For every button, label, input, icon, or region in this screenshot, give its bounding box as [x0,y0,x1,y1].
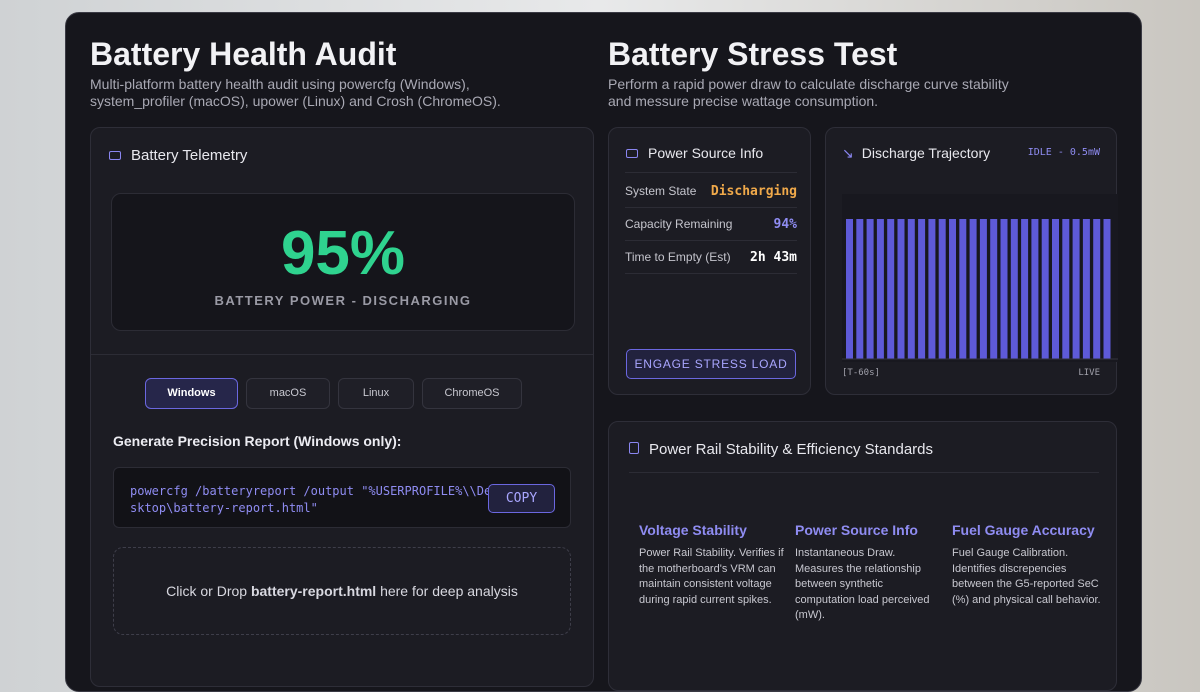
standard-column: Power Source Info Instantaneous Draw. Mea… [795,522,945,624]
info-row: Time to Empty (Est) 2h 43m [625,241,797,274]
divider [625,172,797,173]
os-tab[interactable]: Linux [338,378,414,409]
standards-card: Power Rail Stability & Efficiency Standa… [608,421,1117,691]
discharge-chart [842,194,1118,362]
bar [918,219,926,359]
standard-body: Fuel Gauge Calibration. Identifies discr… [952,547,1101,606]
bar [1052,219,1059,359]
page-title: Battery Stress Test [608,36,898,72]
standard-body: Instantaneous Draw. Measures the relatio… [795,547,930,621]
bar [938,219,946,359]
subtitle-line: system_profiler (macOS), upower (Linux) … [90,93,501,109]
drop-file: battery-report.html [250,583,377,599]
standard-heading: Power Source Info [795,522,918,538]
bar [856,219,864,359]
bar [1093,219,1101,359]
row-value: Discharging [710,184,797,199]
standard-heading: Voltage Stability [639,522,747,538]
subtitle-line: Multi-platform battery health audit usin… [90,76,470,92]
bars [846,219,1111,359]
card-title-text: Battery Telemetry [131,147,248,164]
divider [629,472,1099,473]
bar [1010,219,1018,359]
os-tab[interactable]: macOS [246,378,330,409]
bar [1041,219,1049,359]
battery-display: 95% BATTERY POWER - DISCHARGING [111,193,575,331]
bar [969,219,977,359]
discharge-card: ↘ Discharge Trajectory IDLE - 0.5mW [T-60… [825,127,1118,395]
command-box: powercfg /batteryreport /output "%USERPR… [113,467,571,528]
standard-body: Power Rail Stability. Verifies if the mo… [639,547,784,606]
bar [928,219,936,359]
command-line: sktop\battery-report.html" [130,501,318,515]
standard-heading: Fuel Gauge Accuracy [952,522,1095,538]
bar [846,219,853,359]
bar [949,219,956,359]
x-start: [T-60s] [842,368,880,378]
card-title-text: Power Rail Stability & Efficiency Standa… [649,441,934,458]
row-label: Time to Empty (Est) [625,250,731,264]
row-value: 94% [773,217,797,232]
subtitle-line: Perform a rapid power draw to calculate … [608,76,1009,92]
card-title: Power Source Info [626,145,763,161]
row-value: 2h 43m [750,250,797,265]
battery-percent: 95% [280,219,406,288]
discharge-status: IDLE - 0.5mW [1027,147,1100,158]
telemetry-card: Battery Telemetry 95% BATTERY POWER - DI… [90,127,594,687]
os-tab[interactable]: Windows [145,378,238,409]
subtitle: Multi-platform battery health audit usin… [90,76,501,110]
drop-zone[interactable]: Click or Drop battery-report.html here f… [113,547,571,635]
battery-status: BATTERY POWER - DISCHARGING [214,293,472,308]
bar [907,219,915,359]
bar [1031,219,1039,359]
subtitle: Perform a rapid power draw to calculate … [608,76,1009,110]
divider [91,354,593,355]
bar [1072,219,1080,359]
drop-text: Click or Drop [166,583,251,599]
bar [1021,219,1029,359]
card-title: Power Rail Stability & Efficiency Standa… [629,441,933,458]
os-tab[interactable]: ChromeOS [422,378,522,409]
standard-column: Fuel Gauge Accuracy Fuel Gauge Calibratio… [952,522,1102,608]
card-title: ↘ Discharge Trajectory [842,145,991,161]
command-line: powercfg /batteryreport /output "%USERPR… [130,484,492,498]
bar [959,219,967,359]
drop-text: here for deep analysis [376,583,518,599]
command: powercfg /batteryreport /output "%USERPR… [130,483,491,517]
card-title: Battery Telemetry [109,147,247,164]
bar [1103,219,1111,359]
bar [1082,219,1090,359]
report-heading: Generate Precision Report (Windows only)… [113,433,402,449]
bar [866,219,874,359]
info-row: Capacity Remaining 94% [625,208,797,241]
page-title: Battery Health Audit [90,36,397,72]
info-row: System State Discharging [625,175,797,208]
bar [979,219,987,359]
bar [887,219,895,359]
card-title-text: Power Source Info [648,145,764,161]
power-source-card: Power Source Info System State Dischargin… [608,127,811,395]
standard-column: Voltage Stability Power Rail Stability. V… [639,522,789,608]
bar [1062,219,1070,359]
row-label: Capacity Remaining [625,217,733,231]
bar [1000,219,1008,359]
bar [897,219,905,359]
bar [876,219,884,359]
bar [990,219,998,359]
row-label: System State [625,184,697,198]
x-end: LIVE [1078,368,1100,378]
stress-button[interactable]: ENGAGE STRESS LOAD [626,349,796,379]
copy-button[interactable]: COPY [488,484,555,513]
subtitle-line: and messure precise wattage consumption. [608,93,879,109]
card-title-text: Discharge Trajectory [861,145,991,161]
